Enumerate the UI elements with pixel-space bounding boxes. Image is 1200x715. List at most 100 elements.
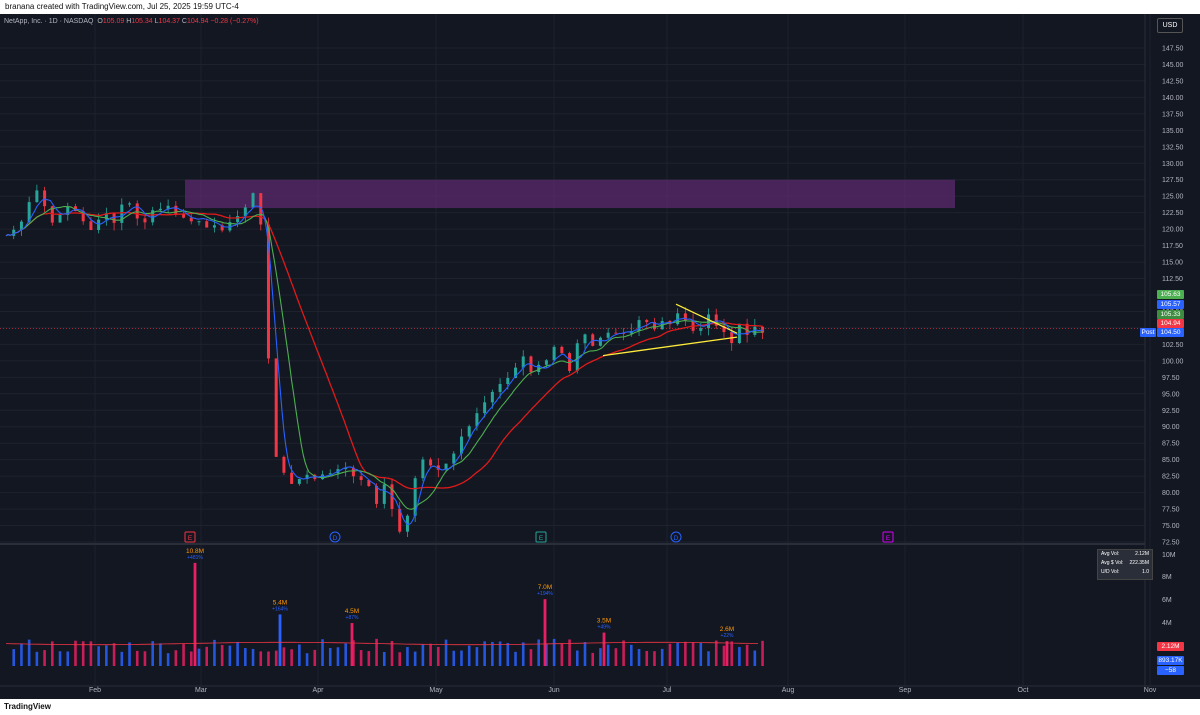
volume-bar [707,651,710,666]
symbol-name[interactable]: NetApp, Inc. · 1D · NASDAQ [4,18,94,25]
volume-annotation-value: 10.8M [186,548,204,555]
candle-body [259,193,263,225]
candle-body [652,322,656,330]
ud-vol-value: 1.0 [1142,569,1149,575]
volume-info-panel: Avg Vol: 2.12M Avg $ Vol: 222.35M U/D Vol:… [1097,549,1153,580]
current-volume-tag: 893.17K [1157,656,1184,665]
currency-button[interactable]: USD [1157,18,1183,33]
volume-bar [151,641,154,666]
candle-body [544,360,548,365]
volume-bar [43,650,46,666]
candle-body [475,413,479,427]
event-marker: D [329,531,341,543]
event-marker: E [535,531,547,543]
volume-bar [321,639,324,666]
candle-body [73,206,77,212]
volume-bar [20,643,23,666]
candle [19,219,23,236]
volume-bar [491,641,494,666]
candle-body [297,478,301,484]
candle [243,204,247,223]
volume-bar [738,647,741,666]
candle-body [483,402,487,414]
volume-spike-bar [278,614,282,666]
volume-bar [359,650,363,666]
volume-axis-tick: 10M [1162,552,1176,559]
volume-bar [66,651,70,666]
candle-body [583,334,587,344]
candle-body [328,473,332,475]
ud-vol-label: U/D Vol: [1101,569,1120,575]
time-axis-tick: Jul [663,687,672,694]
price-axis-tick: 147.50 [1162,46,1184,53]
avg-vol-value: 2.12M [1135,551,1149,557]
ma-green-line [5,205,763,510]
candle [321,470,325,480]
price-axis-tick: 117.50 [1162,243,1183,250]
volume-bar [521,642,525,666]
volume-bar [676,642,679,666]
tradingview-logo[interactable]: TradingView [4,702,51,711]
volume-bar [761,640,764,666]
time-axis-tick: Mar [195,687,208,694]
volume-annotation-pct: +87% [346,615,359,621]
candle [429,457,433,468]
candle-body [104,213,108,220]
volume-annotation-value: 3.5M [597,618,611,625]
candle-body [321,474,325,480]
candle [683,307,687,326]
price-axis-tick: 80.00 [1162,490,1180,497]
candle [467,424,471,440]
volume-bar [537,639,540,666]
candle [745,318,749,343]
avg-vol-label: Avg Vol: [1101,551,1120,557]
volume-bar [58,651,62,666]
volume-bar [506,642,510,666]
volume-bar [213,639,216,666]
candle-body [81,211,85,222]
candle-body [421,459,425,479]
volume-bar [645,650,649,666]
chart-frame[interactable]: 147.50 145.00 142.50 140.00 137.50 135.00 132.… [0,14,1200,699]
candle-body [189,217,193,222]
candle-body [89,221,93,231]
candle-body [645,320,649,323]
candle [66,202,70,221]
candle-body [197,221,201,223]
candle [27,196,31,224]
event-marker: D [670,531,682,543]
time-axis-tick: Apr [313,687,325,694]
candle-body [413,478,417,516]
candle [282,455,286,476]
volume-bar [267,651,270,666]
candle [421,456,425,482]
candle [12,225,16,240]
candle-body [351,467,355,477]
price-chart[interactable]: 147.50 145.00 142.50 140.00 137.50 135.00 132.… [0,14,1200,699]
volume-bar [614,648,618,666]
dividend-marker [670,531,682,543]
price-axis-tick: 87.50 [1162,441,1180,448]
candle [483,395,487,418]
volume-bar [560,643,564,666]
volume-bar [12,649,16,666]
candle [676,308,680,326]
volume-bar [228,645,232,666]
candle [197,220,201,226]
volume-bar [236,641,239,666]
volume-bar [622,640,625,666]
candle [220,223,224,233]
ma-olive-price-tag: 105.33 [1157,310,1184,319]
candle-body [112,213,116,223]
post-market-price-tag: 104.50 [1157,328,1184,337]
candle-body [251,193,255,208]
candle [691,313,695,334]
volume-bar [429,643,432,666]
candle [290,464,294,484]
volume-annotation-pct: +481% [187,555,203,561]
volume-bar [35,651,39,666]
candle-body [537,364,541,373]
candle-body [128,203,132,205]
candle-body [228,222,232,231]
candle-body [514,367,518,378]
